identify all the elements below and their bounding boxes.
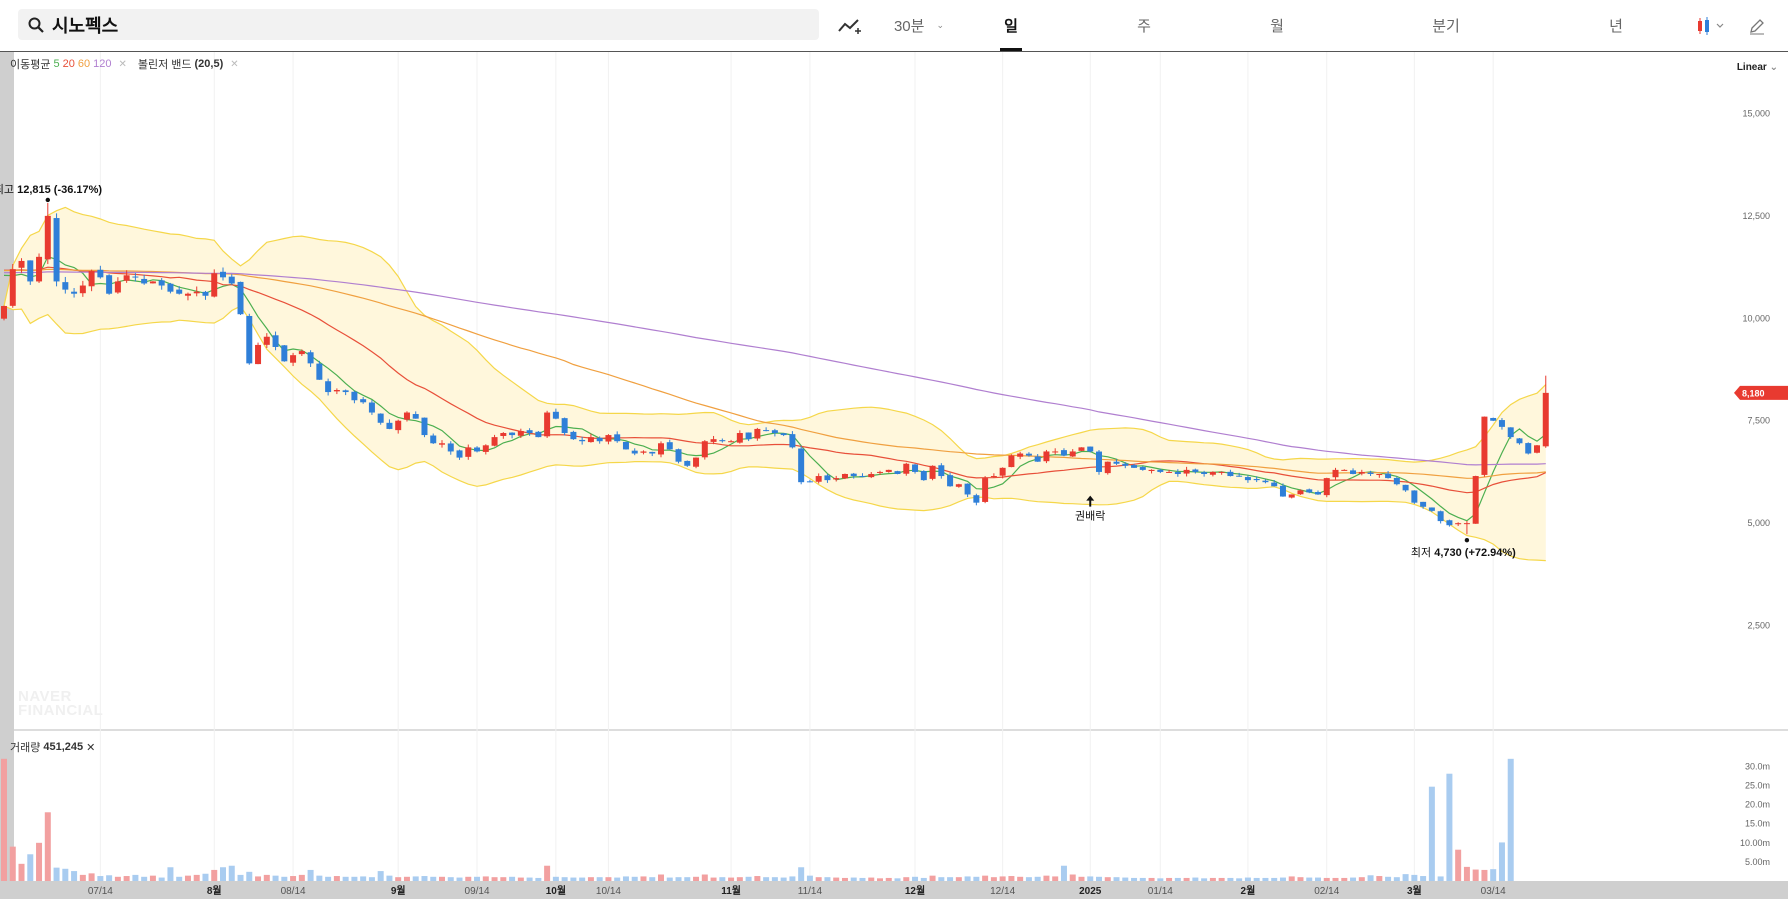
date-tick-label: 3월	[1407, 885, 1422, 897]
chevron-down-icon: ⌄	[1769, 62, 1778, 73]
watermark-line: NAVER	[18, 688, 72, 705]
date-tick-label: 08/14	[281, 886, 306, 897]
volume-legend: 거래량 451,245 ✕	[10, 739, 95, 755]
remove-volume-icon[interactable]: ✕	[86, 741, 96, 754]
bb-label: 볼린저 밴드	[137, 59, 192, 71]
tab-month[interactable]: 월	[1266, 0, 1288, 51]
date-tick-label: 8월	[207, 885, 222, 897]
tab-label: 분기	[1432, 18, 1460, 35]
pencil-icon	[1750, 18, 1764, 34]
chart-area	[14, 52, 1788, 881]
date-tick-label: 02/14	[1314, 886, 1339, 897]
line-chart-add-icon	[838, 18, 861, 34]
tab-label: 30분	[893, 18, 925, 35]
date-tick-label: 10월	[546, 885, 566, 897]
stock-name: 시노펙스	[52, 15, 119, 36]
edit-button[interactable]	[1742, 0, 1772, 51]
candlestick-icon	[1698, 16, 1724, 35]
date-tick-label: 01/14	[1148, 886, 1173, 897]
scale-selector[interactable]: Linear ⌄	[1737, 62, 1778, 73]
date-tick-label: 12월	[905, 885, 925, 897]
indicator-legend: 이동평균 5 20 60 120 ✕ 볼린저 밴드 (20,5) ✕	[10, 56, 247, 72]
volume-value: 451,245	[43, 741, 84, 753]
chart-type-button[interactable]	[1690, 0, 1730, 51]
date-tick-label: 09/14	[465, 886, 490, 897]
date-tick-label: 2월	[1241, 885, 1256, 897]
tab-label: 년	[1609, 18, 1623, 35]
ma-period: 5	[53, 58, 60, 70]
date-tick-label: 10/14	[596, 886, 621, 897]
ma-period: 120	[93, 58, 112, 70]
volume-label: 거래량	[10, 742, 41, 754]
date-tick-label: 11월	[721, 885, 741, 897]
tab-week[interactable]: 주	[1133, 0, 1155, 51]
chevron-down-icon: ⌄	[936, 20, 945, 30]
date-tick-label: 12/14	[990, 886, 1015, 897]
ma-period: 20	[62, 58, 75, 70]
tab-day[interactable]: 일	[1000, 0, 1022, 51]
date-axis-bg	[14, 881, 1788, 899]
remove-ma-icon[interactable]: ✕	[118, 58, 127, 70]
stock-search-box[interactable]: 시노펙스	[18, 9, 819, 40]
bb-params: (20,5)	[194, 58, 224, 70]
drawing-tool-button[interactable]	[832, 0, 868, 51]
naver-financial-watermark: NAVER FINANCIAL	[18, 688, 104, 719]
search-icon	[28, 17, 44, 33]
date-tick-label: 07/14	[88, 886, 113, 897]
scale-label: Linear	[1736, 62, 1767, 73]
tab-year[interactable]: 년	[1605, 0, 1627, 51]
date-tick-label: 03/14	[1481, 886, 1506, 897]
tab-label: 일	[1004, 18, 1018, 35]
date-axis: 07/14 8월 08/14 9월 09/14 10월 10/14 11월 11/14 12월 12…	[14, 881, 1788, 899]
date-tick-label: 9월	[391, 885, 406, 897]
left-scroll-shade	[0, 52, 14, 899]
tab-quarter[interactable]: 분기	[1428, 0, 1464, 51]
date-tick-label: 11/14	[798, 886, 823, 897]
ma-label: 이동평균	[10, 59, 51, 71]
date-tick-label: 2025	[1079, 886, 1102, 897]
top-toolbar: 시노펙스 30분 ⌄ 일 주 월 분기 년	[0, 0, 1788, 52]
ma-period: 60	[77, 58, 91, 70]
tab-label: 주	[1137, 18, 1151, 35]
watermark-line: FINANCIAL	[18, 702, 104, 719]
tab-label: 월	[1270, 18, 1284, 35]
tab-30min[interactable]: 30분 ⌄	[884, 0, 954, 51]
remove-bb-icon[interactable]: ✕	[230, 58, 239, 70]
